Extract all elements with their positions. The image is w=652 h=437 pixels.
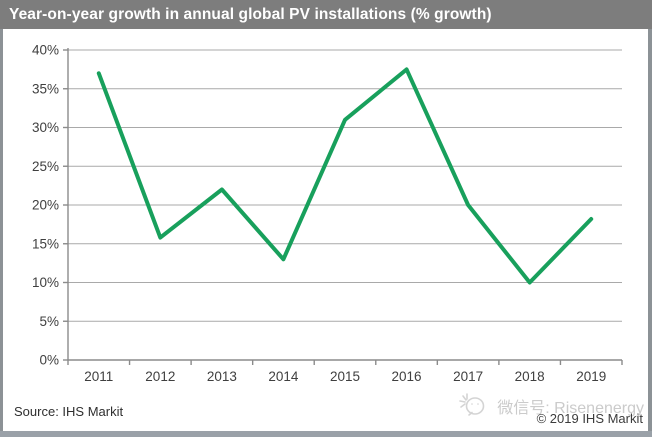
x-tick-label: 2015 [330, 369, 360, 384]
y-tick-label: 30% [32, 120, 59, 135]
x-tick-label: 2013 [207, 369, 237, 384]
wechat-watermark-text: 微信号: Risenenergy [497, 400, 644, 417]
wechat-watermark: 微信号: Risenenergy [458, 392, 644, 420]
data-line-series [96, 67, 594, 285]
y-tick-label: 15% [32, 236, 59, 251]
frame-right-border [648, 29, 652, 437]
frame-bottom-strip [0, 431, 652, 437]
frame-left-border [0, 29, 3, 437]
x-tick-label: 2014 [268, 369, 299, 384]
y-tick-label: 20% [32, 198, 59, 213]
source-label: Source: IHS Markit [14, 404, 124, 419]
y-tick-label: 10% [32, 275, 59, 290]
x-tick-label: 2012 [145, 369, 175, 384]
x-tick-label: 2011 [84, 369, 113, 384]
y-tick-label: 35% [32, 81, 59, 96]
x-tick-label: 2018 [515, 369, 545, 384]
chart-title-bar: Year-on-year growth in annual global PV … [0, 0, 652, 29]
y-tick-label: 5% [39, 314, 59, 329]
x-tick-label: 2016 [392, 369, 422, 384]
y-tick-label: 0% [39, 353, 59, 368]
x-tick-label: 2017 [453, 369, 483, 384]
y-tick-label: 25% [32, 159, 59, 174]
chart-title: Year-on-year growth in annual global PV … [9, 6, 492, 23]
copyright-label: © 2019 IHS Markit [536, 411, 643, 426]
y-tick-label: 40% [32, 43, 59, 58]
x-tick-label: 2019 [576, 369, 606, 384]
wechat-icon [459, 393, 485, 416]
